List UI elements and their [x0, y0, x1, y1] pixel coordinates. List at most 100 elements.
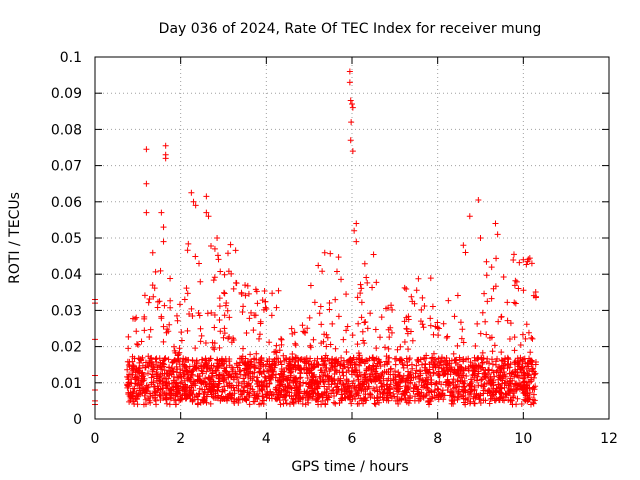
data-point: [467, 388, 474, 395]
data-point: [480, 383, 487, 390]
data-point: [385, 326, 392, 333]
data-point: [210, 344, 217, 351]
data-point: [166, 364, 173, 371]
data-point: [392, 397, 399, 404]
data-point: [226, 371, 233, 378]
data-point: [152, 268, 159, 275]
data-point: [206, 375, 213, 382]
data-point: [212, 368, 219, 375]
data-point: [498, 349, 505, 356]
data-point: [240, 375, 247, 382]
data-point: [275, 394, 282, 401]
data-point: [230, 398, 237, 405]
data-point: [158, 315, 165, 322]
y-tick-label: 0.01: [51, 376, 82, 392]
data-point: [149, 249, 156, 256]
data-point: [363, 274, 370, 281]
data-point: [388, 302, 395, 309]
data-point: [235, 387, 242, 394]
data-point: [321, 249, 328, 256]
data-point: [514, 395, 521, 402]
data-point: [474, 364, 481, 371]
data-point: [144, 370, 151, 377]
data-point: [446, 392, 453, 399]
data-point: [504, 299, 511, 306]
data-point: [263, 383, 270, 390]
data-point: [304, 325, 311, 332]
data-point: [351, 367, 358, 374]
data-point: [234, 364, 241, 371]
data-point: [216, 295, 223, 302]
data-point: [359, 380, 366, 387]
data-point: [182, 382, 189, 389]
data-point: [153, 375, 160, 382]
data-point: [519, 331, 526, 338]
data-point: [488, 295, 495, 302]
data-point: [160, 338, 167, 345]
data-point: [338, 396, 345, 403]
x-axis-label: GPS time / hours: [291, 459, 408, 475]
data-point: [174, 317, 181, 324]
data-point: [349, 101, 355, 108]
data-point: [336, 378, 343, 385]
data-point: [328, 390, 335, 397]
data-point: [462, 249, 469, 256]
y-tick-label: 0.09: [51, 86, 82, 102]
data-point: [125, 389, 132, 396]
data-point: [507, 380, 514, 387]
data-point: [163, 395, 170, 402]
data-point: [334, 388, 341, 395]
data-point: [153, 368, 160, 375]
data-point: [259, 382, 266, 389]
data-point: [472, 394, 479, 401]
data-point: [419, 294, 426, 301]
data-point: [407, 328, 414, 335]
data-point: [180, 371, 187, 378]
y-tick-label: 0: [73, 412, 82, 428]
data-point: [462, 401, 469, 408]
data-point: [303, 366, 310, 373]
data-point: [352, 361, 359, 368]
data-point: [511, 299, 518, 306]
data-point: [310, 373, 317, 380]
data-point: [160, 323, 167, 330]
data-point: [160, 238, 167, 245]
data-point: [347, 358, 354, 365]
data-point: [454, 396, 461, 403]
data-point: [458, 335, 465, 342]
data-point: [142, 396, 149, 403]
data-point: [217, 268, 224, 275]
data-point: [501, 397, 508, 404]
data-point: [314, 390, 321, 397]
data-point: [471, 371, 478, 378]
data-point: [401, 338, 408, 345]
data-point: [515, 363, 522, 370]
data-point: [525, 396, 532, 403]
data-point: [411, 381, 418, 388]
data-point: [252, 365, 259, 372]
data-point: [310, 361, 317, 368]
data-point: [454, 388, 461, 395]
data-point: [307, 383, 314, 390]
data-point: [280, 377, 287, 384]
data-point: [141, 292, 148, 299]
data-point: [408, 361, 415, 368]
data-point: [151, 363, 158, 370]
data-point: [471, 400, 478, 407]
data-point: [321, 389, 328, 396]
data-point: [436, 372, 443, 379]
data-point: [427, 315, 434, 322]
x-tick-label: 6: [348, 431, 357, 447]
y-tick-label: 0.02: [51, 340, 82, 356]
data-point: [142, 364, 149, 371]
data-point: [149, 368, 156, 375]
data-point: [380, 397, 387, 404]
data-point: [524, 390, 531, 397]
data-point: [476, 363, 483, 370]
data-point: [410, 388, 417, 395]
data-point: [484, 298, 491, 305]
data-point: [459, 386, 466, 393]
data-point: [221, 395, 228, 402]
data-point: [324, 372, 331, 379]
data-point: [478, 376, 485, 383]
